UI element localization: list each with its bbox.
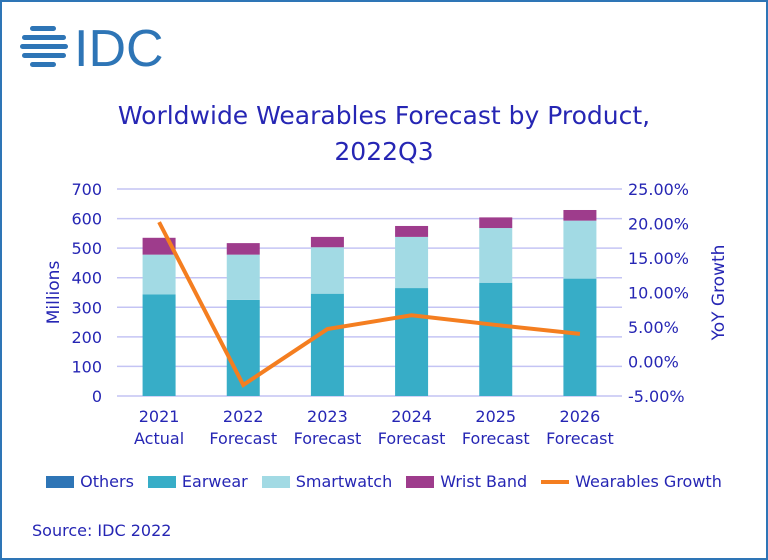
legend-item: Smartwatch: [261, 472, 393, 491]
x-tick-label: Forecast: [209, 429, 277, 448]
bar-smartwatch: [226, 254, 260, 300]
legend-swatch: [46, 475, 75, 488]
y-tick-label: 400: [71, 269, 102, 288]
y2-tick-label: 20.00%: [628, 215, 689, 234]
legend-swatch: [541, 479, 570, 484]
y-tick-label: 100: [71, 357, 102, 376]
bar-wrist-band: [395, 225, 429, 237]
y2-tick-label: 5.00%: [628, 318, 679, 337]
bar-smartwatch: [479, 228, 513, 283]
legend-item: Wrist Band: [406, 472, 527, 491]
legend-label: Wearables Growth: [575, 472, 722, 491]
bar-smartwatch: [395, 236, 429, 289]
idc-logo: IDC: [20, 20, 164, 70]
y-tick-label: 600: [71, 210, 102, 229]
svg-text:IDC: IDC: [74, 20, 164, 70]
y-axis-label: Millions: [44, 261, 64, 325]
y-tick-label: 0: [92, 387, 102, 406]
chart-title: Worldwide Wearables Forecast by Product,…: [2, 98, 766, 170]
legend-swatch: [147, 475, 176, 488]
x-tick-label: Forecast: [294, 429, 362, 448]
source-note: Source: IDC 2022: [32, 521, 172, 540]
y-tick-label: 300: [71, 298, 102, 317]
legend-label: Smartwatch: [295, 472, 393, 491]
y2-tick-label: 10.00%: [628, 284, 689, 303]
legend-swatch: [406, 475, 435, 488]
y-tick-label: 200: [71, 328, 102, 347]
x-tick-label: 2024: [391, 407, 432, 426]
y-tick-label: 700: [71, 180, 102, 199]
legend-item: Earwear: [147, 472, 248, 491]
bar-smartwatch: [142, 254, 176, 295]
y2-tick-label: 15.00%: [628, 249, 689, 268]
x-tick-label: Actual: [134, 429, 184, 448]
bar-earwear: [310, 293, 344, 396]
x-tick-label: 2026: [560, 407, 601, 426]
legend-label: Earwear: [181, 472, 248, 491]
y-tick-label: 500: [71, 239, 102, 258]
y2-tick-label: 0.00%: [628, 353, 679, 372]
legend-item: Others: [46, 472, 134, 491]
bar-wrist-band: [310, 236, 344, 248]
bar-earwear: [142, 294, 176, 396]
title-line-2: 2022Q3: [334, 137, 434, 166]
x-tick-label: Forecast: [462, 429, 530, 448]
x-tick-label: Forecast: [546, 429, 614, 448]
legend-label: Wrist Band: [440, 472, 528, 491]
bar-earwear: [563, 278, 597, 396]
bar-smartwatch: [310, 247, 344, 294]
bar-smartwatch: [563, 220, 597, 279]
y2-axis-label: YoY Growth: [709, 245, 729, 342]
y2-tick-label: 25.00%: [628, 180, 689, 199]
bar-wrist-band: [479, 217, 513, 229]
x-tick-label: 2022: [223, 407, 264, 426]
title-line-1: Worldwide Wearables Forecast by Product,: [117, 101, 651, 130]
bar-earwear: [479, 282, 513, 396]
legend-swatch: [261, 475, 290, 488]
x-tick-label: 2025: [475, 407, 516, 426]
legend-label: Others: [80, 472, 134, 491]
bar-wrist-band: [563, 209, 597, 221]
bar-earwear: [395, 288, 429, 396]
chart-svg: 0 100 200 300 400 500 600 700 -5.00% 0.00% 5.00% 10…: [44, 180, 729, 448]
x-tick-label: 2023: [307, 407, 348, 426]
growth-line: [157, 221, 581, 388]
legend: Others Earwear Smartwatch Wrist Band Wearabl…: [2, 472, 766, 491]
x-tick-label: 2021: [139, 407, 180, 426]
y2-tick-label: -5.00%: [628, 387, 685, 406]
x-tick-label: Forecast: [378, 429, 446, 448]
bar-wrist-band: [226, 243, 260, 255]
legend-item: Wearables Growth: [541, 472, 722, 491]
